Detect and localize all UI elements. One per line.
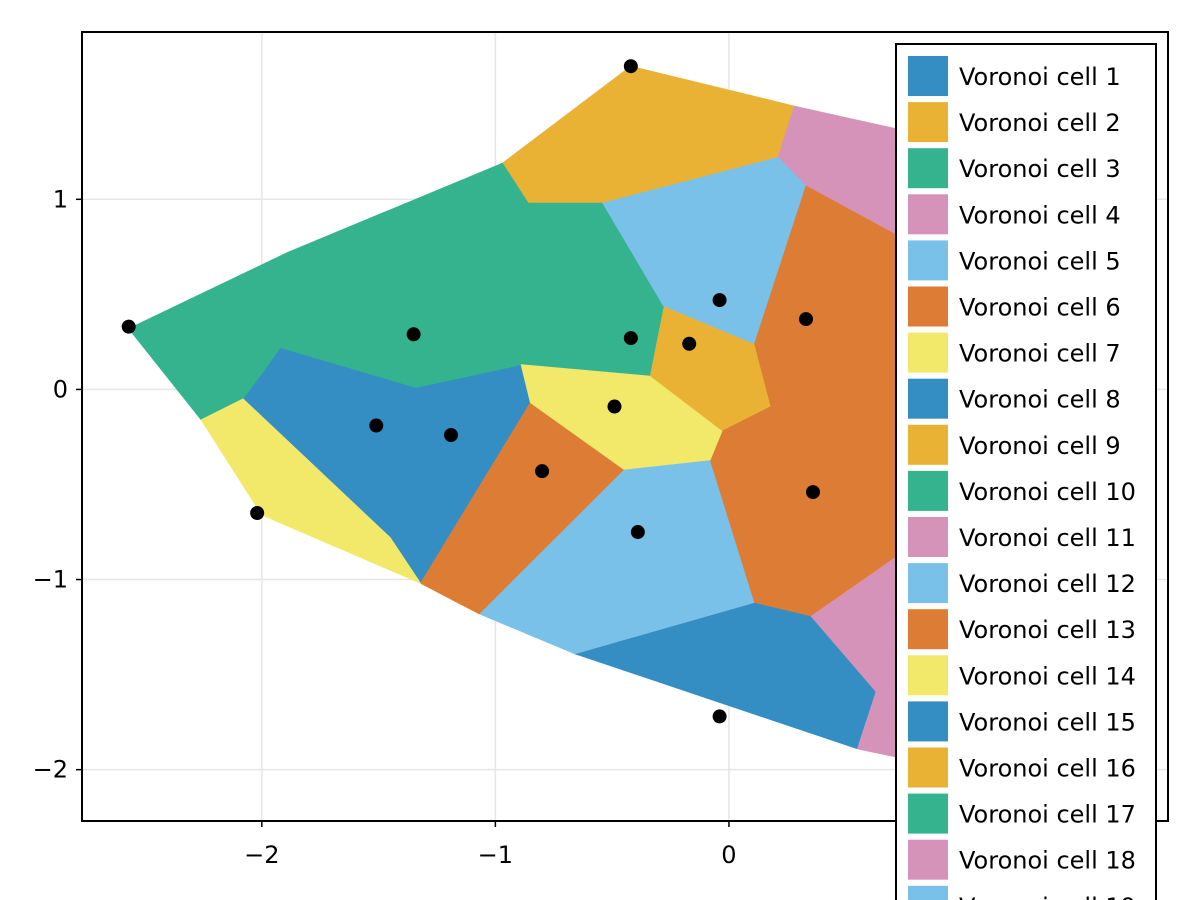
voronoi-cell — [200, 398, 422, 584]
x-tick-label: 0 — [721, 841, 736, 869]
legend-label: Voronoi cell 12 — [959, 570, 1136, 598]
legend-label: Voronoi cell 19 — [959, 893, 1136, 900]
legend-label: Voronoi cell 1 — [959, 63, 1121, 91]
voronoi-cells — [128, 65, 975, 774]
legend-label: Voronoi cell 10 — [959, 478, 1136, 506]
legend-swatch — [908, 793, 948, 834]
generator-point — [444, 428, 459, 443]
legend-swatch — [908, 286, 948, 327]
generator-point — [712, 709, 727, 724]
generator-point — [682, 336, 697, 351]
legend-swatch — [908, 148, 948, 189]
legend-swatch — [908, 102, 948, 143]
x-tick-label: −1 — [478, 841, 513, 869]
y-tick-label: −2 — [33, 756, 68, 784]
legend-label: Voronoi cell 6 — [959, 294, 1121, 322]
legend-swatch — [908, 517, 948, 557]
generator-points — [121, 59, 821, 724]
legend-label: Voronoi cell 17 — [959, 801, 1136, 829]
generator-point — [630, 525, 645, 540]
legend-swatch — [908, 378, 948, 419]
y-tick-label: −1 — [33, 566, 68, 594]
generator-point — [712, 293, 727, 308]
legend-label: Voronoi cell 3 — [959, 155, 1121, 183]
legend-label: Voronoi cell 2 — [959, 109, 1121, 137]
legend-swatch — [908, 332, 948, 373]
legend-swatch — [908, 56, 948, 96]
legend: Voronoi cell 1 Voronoi cell 2 Voronoi cell… — [895, 43, 1157, 900]
legend-label: Voronoi cell 9 — [959, 432, 1121, 460]
legend-swatch — [908, 470, 948, 511]
plot-frame — [81, 31, 1169, 822]
legend-label: Voronoi cell 16 — [959, 755, 1136, 783]
generator-point — [369, 418, 384, 433]
x-tick-label: −2 — [244, 841, 279, 869]
legend-swatch — [908, 747, 948, 788]
legend-label: Voronoi cell 4 — [959, 201, 1121, 229]
generator-point — [623, 331, 638, 346]
legend-label: Voronoi cell 13 — [959, 616, 1136, 644]
legend-label: Voronoi cell 11 — [959, 524, 1136, 552]
legend-label: Voronoi cell 18 — [959, 847, 1136, 875]
legend-swatch — [908, 609, 948, 650]
legend-swatch — [908, 655, 948, 696]
legend-swatch — [908, 839, 948, 880]
y-tick-label: 1 — [53, 185, 68, 213]
y-tick-label: 0 — [53, 375, 68, 403]
legend-label: Voronoi cell 14 — [959, 662, 1136, 690]
legend-swatch — [908, 424, 948, 465]
legend-swatch — [908, 701, 948, 742]
generator-point — [406, 327, 421, 342]
generator-point — [250, 506, 265, 521]
legend-label: Voronoi cell 15 — [959, 708, 1136, 736]
axis-ticks: −2 −1 0 −2 −1 0 1 — [33, 185, 737, 869]
generator-point — [799, 312, 813, 327]
legend-swatch — [908, 563, 948, 604]
legend-swatch — [908, 194, 948, 235]
generator-point — [535, 464, 550, 479]
generator-point — [623, 59, 638, 74]
legend-label: Voronoi cell 8 — [959, 386, 1121, 414]
voronoi-cell — [128, 252, 288, 421]
voronoi-cell — [520, 364, 723, 470]
generator-point — [806, 485, 821, 500]
generator-point — [121, 319, 136, 334]
generator-point — [607, 399, 622, 414]
legend-swatch — [908, 240, 948, 281]
legend-swatch — [908, 885, 948, 900]
legend-label: Voronoi cell 7 — [959, 340, 1121, 368]
legend-label: Voronoi cell 5 — [959, 247, 1121, 275]
